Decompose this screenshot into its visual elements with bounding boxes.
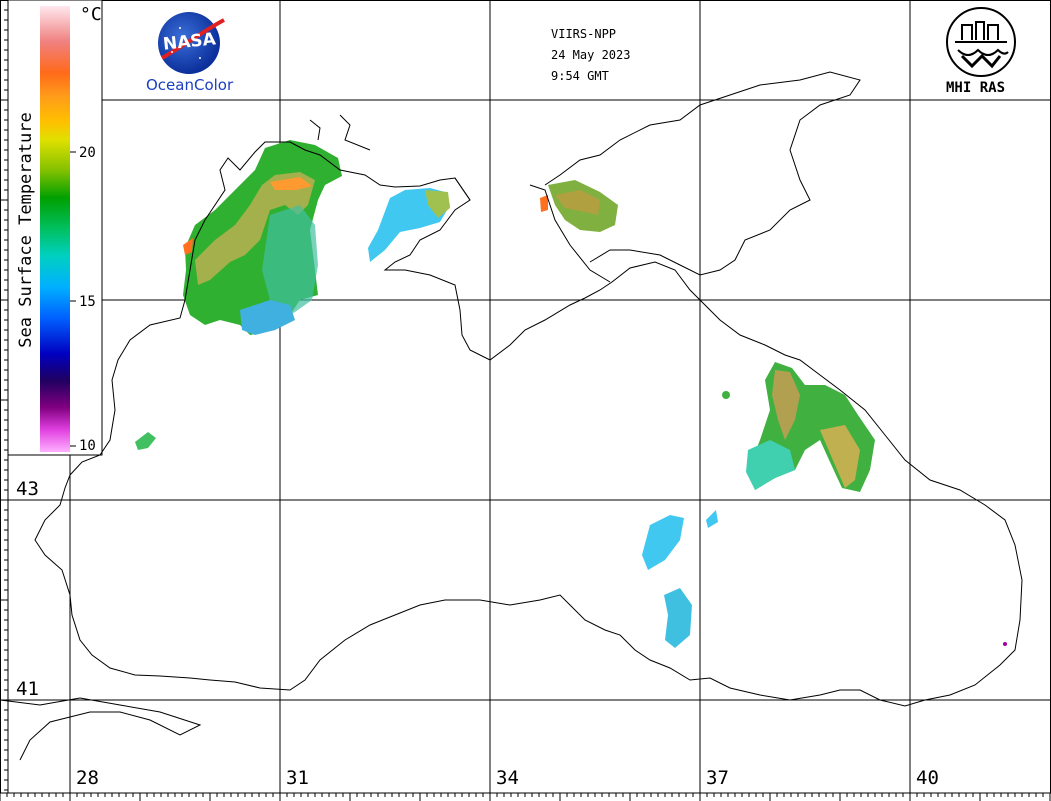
sst-east-warm-2 [820, 425, 860, 488]
lat-label-43: 43 [16, 478, 39, 500]
legend-unit: °C [80, 4, 102, 25]
acquisition-time: 9:54 GMT [551, 69, 609, 83]
bottom-ruler [0, 792, 1051, 801]
sst-nw-hot [270, 177, 312, 190]
legend-tick-20: 20 [79, 145, 96, 161]
coastline [0, 71, 1023, 761]
nasa-logo [158, 12, 225, 74]
sst-nw-cool [262, 205, 318, 320]
sst-azov-hot [540, 195, 548, 212]
legend [7, 0, 103, 456]
sst-dot-east [1003, 642, 1007, 646]
sst-east-warm-1 [772, 370, 800, 440]
sst-patch-center [642, 515, 684, 570]
sst-east-cool [746, 440, 795, 490]
left-ruler [0, 0, 9, 801]
mhi-logo [946, 7, 1016, 77]
acquisition-date: 24 May 2023 [551, 48, 631, 62]
legend-colorbar [40, 6, 70, 452]
sst-nw-coast-hot [183, 238, 193, 255]
legend-tick-15: 15 [79, 294, 96, 310]
sst-patch-south [664, 588, 692, 648]
lat-label-41: 41 [16, 678, 39, 700]
sst-nw-cold [240, 300, 295, 335]
sst-layer [135, 140, 1007, 648]
lon-label-28: 28 [76, 767, 99, 789]
lon-label-40: 40 [916, 767, 939, 789]
sst-karkinit-warm [425, 190, 450, 218]
sst-azov-warm [555, 190, 600, 215]
sst-patch-west [135, 432, 156, 450]
image-header: VIIRS-NPP 24 May 2023 9:54 GMT [551, 24, 630, 87]
legend-title: Sea Surface Temperature [16, 112, 36, 348]
sst-dot-coast [722, 391, 730, 399]
oceancolor-label: OceanColor [146, 76, 234, 94]
lon-label-34: 34 [496, 767, 519, 789]
lon-label-37: 37 [706, 767, 729, 789]
legend-tick-10: 10 [79, 438, 96, 454]
mhi-ras-label: MHI RAS [946, 80, 1006, 96]
lon-label-31: 31 [286, 767, 309, 789]
satellite-name: VIIRS-NPP [551, 27, 617, 41]
sst-patch-center-2 [706, 510, 718, 528]
sst-nw-warm [195, 172, 315, 285]
